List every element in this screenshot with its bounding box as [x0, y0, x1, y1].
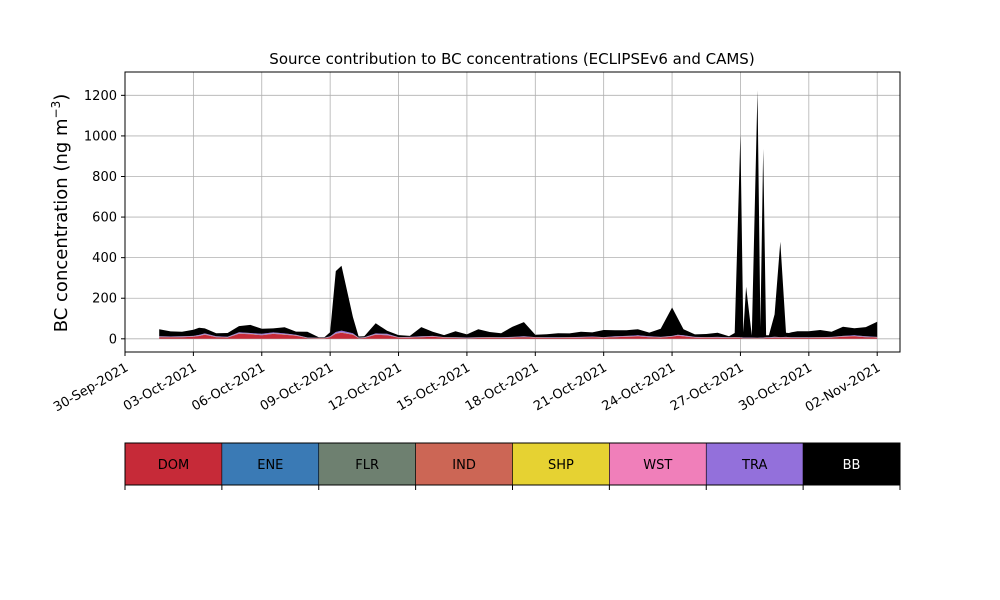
legend-swatch-wst: [609, 442, 707, 486]
legend-label-shp: SHP: [548, 458, 574, 473]
y-axis-label-superscript: −3: [49, 101, 63, 119]
y-tick-label: 600: [92, 211, 117, 226]
legend-label-bb: BB: [843, 458, 861, 473]
legend-swatch-bb: [802, 442, 901, 486]
y-tick-label: 1000: [84, 129, 117, 144]
legend-swatch-tra: [705, 442, 804, 486]
y-axis-label-text: BC concentration (ng m: [51, 118, 72, 332]
legend-label-wst: WST: [643, 458, 672, 473]
legend-label-ene: ENE: [257, 458, 283, 473]
legend-swatch-flr: [318, 442, 416, 486]
legend-label-ind: IND: [452, 458, 476, 473]
y-tick-label: 800: [92, 170, 117, 185]
legend-swatch-shp: [512, 442, 610, 486]
y-tick-label: 1200: [84, 89, 117, 104]
y-tick-label: 0: [109, 332, 117, 347]
y-tick-label: 400: [92, 251, 117, 266]
grid: [124, 72, 900, 352]
area-dom: [159, 332, 878, 339]
legend-label-flr: FLR: [355, 458, 379, 473]
chart-title: Source contribution to BC concentrations…: [269, 50, 754, 68]
legend-label-dom: DOM: [158, 458, 189, 473]
area-bb: [159, 90, 878, 338]
y-axis-label: BC concentration (ng m−3): [49, 94, 72, 333]
area-ind: [159, 332, 878, 339]
legend-colorbar: DOM ENE FLR IND SHP WST TRA BB: [124, 442, 901, 490]
plot-frame: [124, 71, 901, 353]
area-tra: [159, 330, 878, 338]
legend-label-tra: TRA: [741, 458, 767, 473]
stacked-areas: [159, 90, 878, 339]
y-axis-label-close: ): [51, 94, 72, 101]
legend-swatch-ind: [415, 442, 513, 486]
y-tick-label: 200: [92, 292, 117, 307]
legend-swatch-ene: [221, 442, 320, 486]
